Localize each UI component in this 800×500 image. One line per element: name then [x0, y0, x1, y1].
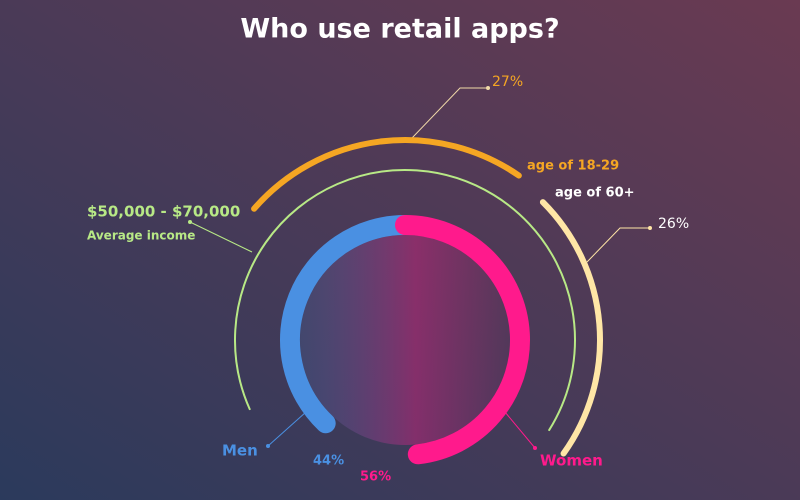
- leader-dot: [533, 446, 537, 450]
- leader-line: [411, 87, 488, 139]
- value-label: 27%: [492, 74, 523, 90]
- segment-label: age of 18-29: [527, 159, 619, 174]
- ring-segment: [280, 215, 415, 434]
- value-label: 26%: [658, 216, 689, 232]
- income-range: $50,000 - $70,000: [87, 203, 240, 221]
- chart-title: Who use retail apps?: [240, 14, 559, 45]
- value-label: 44%: [313, 454, 344, 469]
- value-label: 56%: [360, 470, 391, 485]
- leader-line: [189, 221, 253, 253]
- age-arc: [539, 199, 603, 457]
- ring-glow: [300, 235, 510, 445]
- leader-dot: [188, 220, 192, 224]
- leader-dot: [266, 444, 270, 448]
- leader-dot: [648, 226, 652, 230]
- income-label: Average income: [87, 229, 195, 243]
- income-ring: [234, 169, 576, 432]
- legend-label: Women: [540, 452, 603, 470]
- ring-segment: [395, 215, 530, 465]
- leader-lines: [188, 86, 652, 450]
- age-arc: [251, 137, 522, 212]
- legend-label: Men: [222, 442, 258, 460]
- segment-label: age of 60+: [555, 186, 635, 201]
- leader-dot: [486, 86, 490, 90]
- leader-line: [267, 411, 307, 447]
- leader-line: [586, 227, 650, 263]
